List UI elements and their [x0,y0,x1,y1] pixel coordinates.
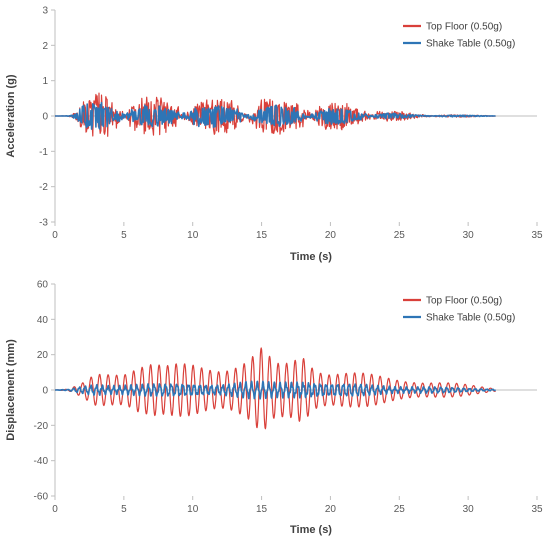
y-tick-label: 40 [37,315,49,326]
chart-panel-2: 0 5 10 15 20 25 30 35 -60 -40 -20 0 20 40 60 Time (s) Di… [5,280,543,537]
y-tick-label: -1 [39,147,48,158]
y-tick-label: 0 [42,386,48,397]
series-line-top-floor [54,347,496,430]
x-tick-label: 5 [121,504,127,515]
x-tick-label: 10 [187,230,199,241]
x-tick-label: 25 [394,230,406,241]
y-tick-label: 3 [42,6,48,17]
y-tick-label: 0 [42,112,48,123]
y-tick-label: -2 [39,182,48,193]
x-tick-label: 10 [187,504,199,515]
x-tick-label: 15 [256,230,268,241]
x-axis-title: Time (s) [290,251,332,263]
x-tick-label: 0 [52,230,58,241]
y-tick-label: 20 [37,350,49,361]
x-tick-label: 20 [325,230,337,241]
x-tick-label: 20 [325,504,337,515]
x-tick-label: 35 [531,504,543,515]
x-tick-label: 35 [531,230,543,241]
y-axis-title: Displacement (mm) [5,339,17,441]
x-tick-label: 25 [394,504,406,515]
y-axis-title: Acceleration (g) [5,74,17,157]
y-tick-label: -20 [34,421,49,432]
y-tick-label: -3 [39,218,48,229]
chart-panel-1: 0 5 10 15 20 25 30 35 -3 -2 -1 0 1 2 3 Time (s) Accelera… [5,6,543,264]
x-tick-label: 15 [256,504,268,515]
legend-entry: Top Floor (0.50g) [426,296,502,307]
x-tick-label: 0 [52,504,58,515]
y-tick-label: -40 [34,456,49,467]
x-tick-label: 30 [463,504,475,515]
y-tick-label: 60 [37,280,49,291]
legend-entry: Shake Table (0.50g) [426,313,515,324]
x-tick-label: 5 [121,230,127,241]
legend-entry: Shake Table (0.50g) [426,39,515,50]
x-tick-label: 30 [463,230,475,241]
y-tick-label: 2 [42,41,48,52]
series-line-shake-table [54,101,496,130]
legend-entry: Top Floor (0.50g) [426,22,502,33]
series-line-shake-table [54,380,497,400]
y-tick-label: 1 [42,76,48,87]
y-tick-label: -60 [34,492,49,503]
x-axis-title: Time (s) [290,524,332,536]
